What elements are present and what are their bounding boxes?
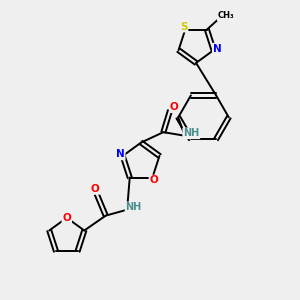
Text: N: N: [116, 149, 125, 159]
Text: NH: NH: [125, 202, 142, 212]
Text: O: O: [170, 102, 179, 112]
Text: N: N: [213, 44, 221, 54]
Text: O: O: [150, 176, 158, 185]
Text: S: S: [180, 22, 188, 32]
Text: O: O: [62, 213, 71, 223]
Text: CH₃: CH₃: [218, 11, 234, 20]
Text: O: O: [91, 184, 100, 194]
Text: NH: NH: [183, 128, 200, 138]
